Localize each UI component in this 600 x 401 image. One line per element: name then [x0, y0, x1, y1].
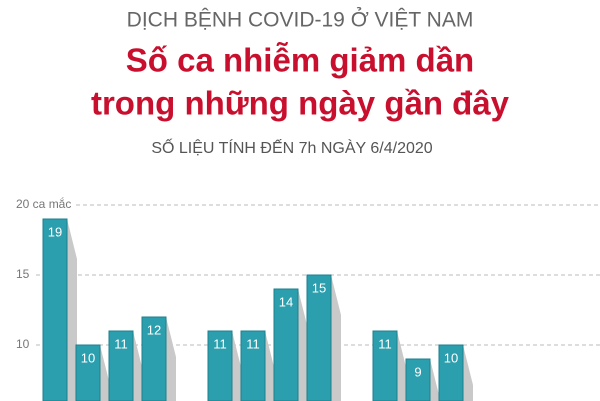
- value-label: 10: [81, 350, 95, 365]
- value-label: 14: [279, 294, 293, 309]
- value-label: 11: [114, 336, 128, 351]
- value-label: 11: [213, 336, 227, 351]
- bar-shadow: [67, 219, 77, 401]
- title: Số ca nhiễm giảm dần: [126, 42, 474, 79]
- bar-shadow: [166, 317, 176, 401]
- bar: [306, 274, 332, 401]
- bar-shadow: [100, 345, 110, 401]
- y-tick-label: 20 ca mắc: [16, 196, 71, 211]
- title: trong những ngày gần đây: [91, 85, 510, 122]
- bar-shadow: [331, 275, 341, 401]
- bar-shadow: [298, 289, 308, 401]
- value-label: 15: [312, 280, 326, 295]
- bar-shadow: [397, 331, 407, 401]
- bar: [240, 330, 266, 401]
- y-tick-label: 15: [16, 267, 30, 281]
- value-label: 19: [48, 224, 62, 239]
- value-label: 11: [246, 336, 260, 351]
- value-label: 9: [414, 364, 421, 379]
- bar: [75, 344, 101, 401]
- value-label: 11: [378, 336, 392, 351]
- bar: [438, 344, 464, 401]
- bar: [207, 330, 233, 401]
- value-label: 12: [147, 322, 161, 337]
- value-label: 10: [444, 350, 458, 365]
- bar: [372, 330, 398, 401]
- subtitle: SỐ LIỆU TÍNH ĐẾN 7h NGÀY 6/4/2020: [151, 137, 432, 157]
- bar-shadow: [133, 331, 143, 401]
- y-tick-label: 10: [16, 337, 30, 351]
- kicker: DỊCH BỆNH COVID-19 Ở VIỆT NAM: [127, 8, 474, 32]
- bar-shadow: [265, 331, 275, 401]
- bar: [273, 288, 299, 401]
- bar-shadow: [463, 345, 473, 401]
- bar-shadow: [430, 359, 440, 401]
- bar: [108, 330, 134, 401]
- bar: [42, 218, 68, 401]
- bar: [405, 358, 431, 401]
- bar: [141, 316, 167, 401]
- bar-shadow: [232, 331, 242, 401]
